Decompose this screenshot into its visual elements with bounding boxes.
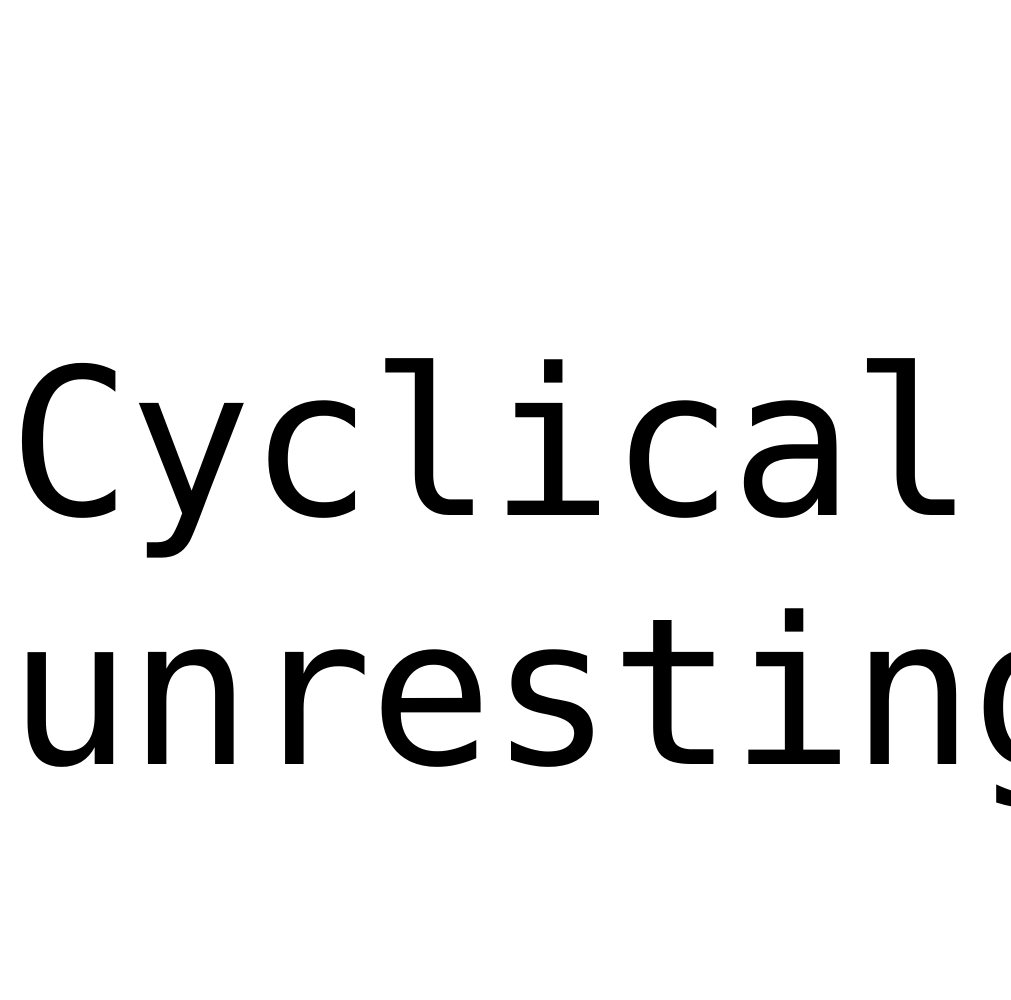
text-line-1: Cyclical, bbox=[8, 326, 1011, 564]
text-line-2: unresting bbox=[8, 575, 1011, 813]
